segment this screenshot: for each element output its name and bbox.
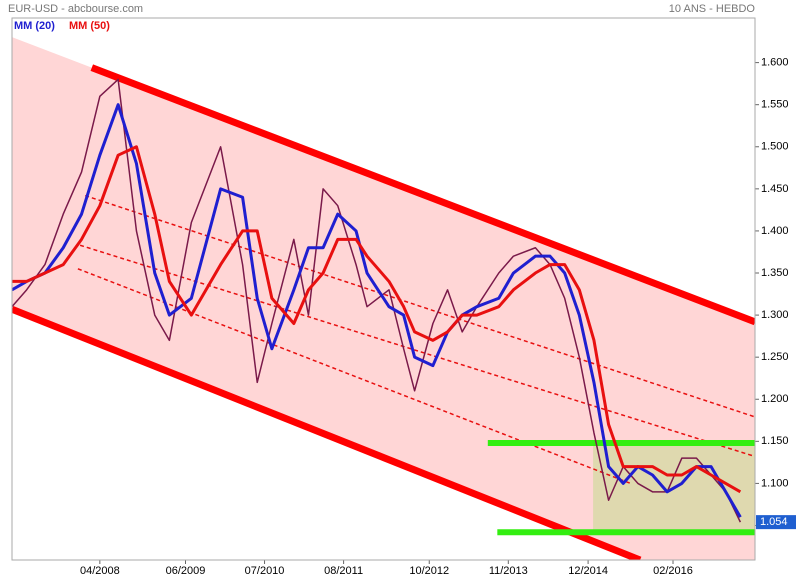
x-tick-label: 07/2010 — [245, 565, 285, 577]
x-tick-label: 12/2014 — [568, 565, 608, 577]
trend-line — [12, 305, 642, 560]
y-tick-label: 1.300 — [761, 309, 789, 321]
legend-entry: MM (50) — [69, 20, 110, 32]
trend-line — [90, 64, 755, 326]
trend-line — [77, 268, 631, 485]
trend-line — [79, 244, 755, 458]
chart-title: EUR-USD - abcbourse.com — [8, 3, 143, 15]
x-tick-label: 02/2016 — [653, 565, 693, 577]
y-tick-label: 1.550 — [761, 99, 789, 111]
x-tick-label: 06/2009 — [166, 565, 206, 577]
y-tick-label: 1.450 — [761, 183, 789, 195]
y-tick-label: 1.100 — [761, 477, 789, 489]
x-tick-label: 11/2013 — [489, 565, 528, 577]
chart-subtitle: 10 ANS - HEBDO — [669, 3, 756, 15]
ma-line — [12, 145, 742, 494]
y-tick-label: 1.600 — [761, 57, 789, 69]
price-line — [12, 78, 742, 523]
x-tick-label: 08/2011 — [324, 565, 363, 577]
y-tick-label: 1.200 — [761, 393, 789, 405]
last-value-box — [756, 515, 796, 530]
x-tick-label: 10/2012 — [409, 565, 449, 577]
plot — [12, 37, 755, 560]
y-tick-label: 1.400 — [761, 225, 789, 237]
legend-entry: MM (20) — [14, 20, 55, 32]
last-value-label: 1.054 — [760, 516, 788, 528]
x-tick-label: 04/2008 — [80, 565, 120, 577]
ma-line — [12, 103, 742, 518]
plot-frame — [11, 17, 756, 561]
y-tick-label: 1.500 — [761, 141, 789, 153]
y-tick-label: 1.150 — [761, 435, 789, 447]
y-tick-label: 1.350 — [761, 267, 789, 279]
y-tick-label: 1.250 — [761, 351, 789, 363]
trend-line — [84, 194, 755, 418]
